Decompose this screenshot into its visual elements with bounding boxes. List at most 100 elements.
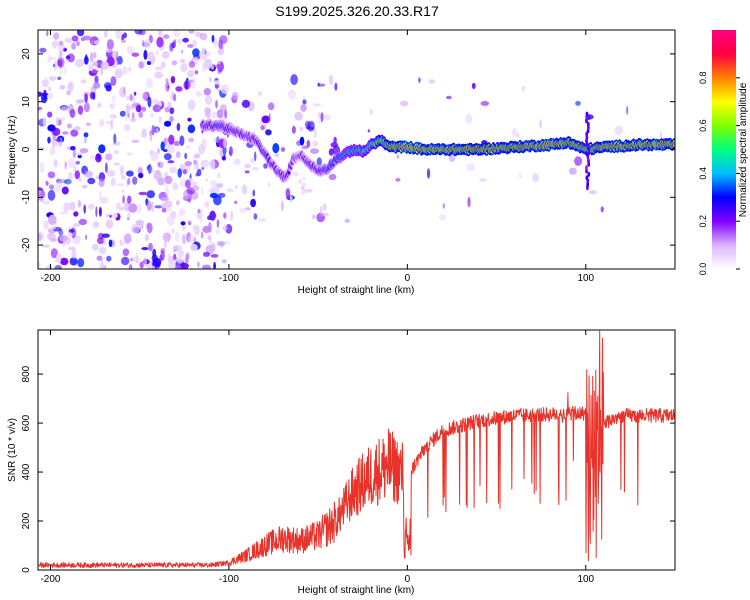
spectrogram-noise-blob (146, 222, 153, 234)
spectrogram-noise-blob (539, 119, 542, 129)
spectrogram-noise-blob (54, 182, 63, 193)
spectrogram-noise-blob (245, 207, 251, 211)
y-tick-label: 800 (21, 365, 32, 382)
spectrogram-noise-blob (47, 86, 52, 92)
spectrogram-noise-blob (124, 124, 131, 132)
spectrogram-noise-blob (56, 253, 62, 264)
spectrogram-noise-blob (190, 77, 196, 89)
spectrogram-noise-blob (136, 104, 142, 113)
spectrogram-noise-blob (116, 202, 121, 210)
spectrogram-noise-blob (182, 169, 187, 175)
spectrogram-noise-blob (241, 184, 248, 195)
spectrogram-noise-blob (244, 163, 251, 169)
spectrogram-noise-blob (128, 104, 135, 111)
spectrogram-noise-blob (317, 83, 326, 87)
spectrogram-noise-blob (179, 58, 186, 64)
spectrogram-noise-blob (48, 56, 57, 61)
spectrogram-noise-blob (230, 210, 233, 221)
spectrogram-noise-blob (216, 241, 225, 246)
spectrogram-noise-blob (59, 234, 68, 242)
spectrogram-noise-blob (268, 113, 271, 123)
y-tick-label: 400 (21, 463, 32, 480)
y-tick-label: 0 (21, 567, 32, 573)
spectrogram-noise-blob (182, 37, 189, 43)
spectrogram-noise-blob (216, 219, 220, 228)
spectrogram-noise-blob (204, 201, 210, 208)
spectrogram-noise-blob (217, 48, 224, 56)
colorbar-tick-label: 0.8 (698, 72, 708, 85)
spectrogram-noise-blob (154, 71, 164, 79)
spectrogram-noise-blob (47, 136, 51, 144)
spectrogram-noise-blob (132, 176, 138, 185)
x-tick-label: 100 (577, 574, 594, 585)
spectrogram-noise-blob (83, 102, 90, 113)
spectrogram-noise-blob (614, 125, 623, 135)
spectrogram-spike (586, 121, 590, 127)
spectrogram-noise-blob (46, 30, 49, 37)
spectrogram-noise-blob (119, 242, 127, 246)
spectrogram-noise-blob (187, 69, 195, 78)
spectrogram-noise-blob (88, 203, 95, 210)
spectrogram-noise-blob (187, 220, 192, 226)
spectrogram-noise-blob (519, 172, 522, 179)
spectrogram-noise-blob (317, 111, 321, 120)
spectrogram-noise-blob (128, 264, 133, 269)
spectrogram-noise-blob (48, 214, 57, 225)
spectrogram-noise-blob (59, 117, 66, 121)
spectrogram-noise-blob (250, 198, 256, 208)
spectrogram-noise-blob (56, 116, 59, 127)
spectrogram-noise-blob (72, 223, 81, 228)
spectrogram-noise-blob (228, 146, 233, 157)
spectrogram-noise-blob (300, 126, 303, 132)
spectrogram-noise-blob (218, 39, 223, 50)
spectrogram-noise-blob (104, 30, 108, 38)
spectrogram-noise-blob (298, 179, 302, 184)
spectrogram-noise-blob (110, 76, 117, 86)
spectrogram-noise-blob (50, 248, 58, 259)
spectrogram-noise-blob (197, 261, 200, 268)
spectrogram-noise-blob (144, 234, 150, 242)
spectrogram-noise-blob (179, 262, 189, 269)
spectrogram-noise-blob (187, 124, 196, 134)
spectrogram-noise-blob (201, 138, 207, 150)
spectrogram-noise-blob (150, 112, 154, 118)
spectrogram-noise-blob (217, 192, 226, 198)
spectrogram-noise-blob (99, 118, 105, 128)
spectrogram-noise-blob (133, 91, 137, 96)
spectrogram-noise-blob (105, 84, 112, 92)
spectrogram-noise-blob (77, 200, 82, 208)
spectrogram-noise-blob (98, 178, 105, 187)
spectrogram-noise-blob (169, 166, 177, 174)
spectrogram-noise-blob (143, 256, 148, 268)
spectrogram-noise-blob (328, 173, 337, 181)
spectrogram-noise-blob (64, 37, 73, 43)
spectrogram-noise-blob (40, 93, 48, 104)
spectrogram-noise-blob (63, 202, 70, 213)
spectrogram-noise-blob (569, 167, 577, 175)
spectrogram-noise-blob (173, 39, 177, 45)
spectrogram-noise-blob (38, 142, 41, 147)
spectrogram-noise-blob (600, 206, 604, 213)
spectrogram-noise-blob (281, 200, 284, 212)
spectrogram-noise-blob (149, 131, 153, 142)
y-tick-label: -20 (21, 237, 32, 252)
spectrogram-noise-blob (69, 232, 73, 238)
spectrogram-noise-blob (193, 159, 198, 165)
spectrogram-noise-blob (93, 40, 100, 45)
spectrogram-noise-blob (49, 184, 55, 190)
spectrogram-noise-blob (210, 254, 219, 258)
spectrogram-noise-blob (201, 185, 204, 196)
spectrogram-noise-blob (161, 207, 167, 213)
snr-frame (37, 329, 676, 571)
spectrogram-noise-blob (128, 203, 138, 213)
spectrogram-noise-blob (82, 184, 88, 189)
spectrogram-noise-blob (253, 213, 258, 220)
spectrogram-noise-blob (47, 92, 53, 100)
spectrogram-noise-blob (174, 244, 183, 252)
spectrogram-noise-blob (100, 256, 104, 267)
spectrogram-noise-blob (200, 159, 210, 168)
spectrogram-noise-blob (291, 125, 296, 134)
spectrogram-noise-blob (71, 248, 77, 260)
spectrogram-noise-blob (428, 79, 435, 84)
spectrogram-noise-blob (84, 170, 93, 178)
